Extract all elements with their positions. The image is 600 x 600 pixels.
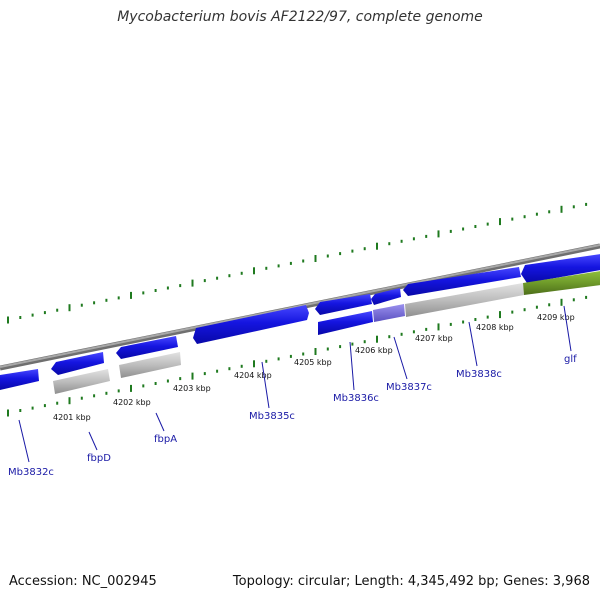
selected-cds-feature[interactable] <box>373 304 405 322</box>
cds-feature[interactable] <box>371 288 401 305</box>
reverse-strand-cds <box>0 267 521 390</box>
kbp-label: 4209 kbp <box>537 313 575 322</box>
kbp-label: 4205 kbp <box>294 358 332 367</box>
glf-gene-feature[interactable] <box>523 271 600 295</box>
kbp-label: 4202 kbp <box>113 398 151 407</box>
gene-feature[interactable] <box>405 283 524 317</box>
kbp-label: 4206 kbp <box>355 346 393 355</box>
gene-label-fbpd[interactable]: fbpD <box>87 453 111 464</box>
gene-leader-lines <box>18 305 572 463</box>
kbp-label: 4203 kbp <box>173 384 211 393</box>
kbp-labels: 4201 kbp 4202 kbp 4203 kbp 4204 kbp 4205… <box>53 313 575 422</box>
gene-label-fbpa[interactable]: fbpA <box>154 434 177 445</box>
cds-feature[interactable] <box>315 294 372 315</box>
gene-feature[interactable] <box>53 369 110 394</box>
cds-feature[interactable] <box>403 267 521 296</box>
gene-label-mb3837c[interactable]: Mb3837c <box>386 382 432 393</box>
gene-label-mb3838c[interactable]: Mb3838c <box>456 369 502 380</box>
upper-tick-band <box>7 202 588 324</box>
kbp-label: 4204 kbp <box>234 371 272 380</box>
cds-feature[interactable] <box>193 305 309 344</box>
kbp-label: 4208 kbp <box>476 323 514 332</box>
cds-feature[interactable] <box>116 336 178 359</box>
cds-feature[interactable] <box>51 352 104 375</box>
cds-feature[interactable] <box>521 254 600 283</box>
gene-label-mb3832c[interactable]: Mb3832c <box>8 467 54 478</box>
accession-text: Accession: NC_002945 <box>9 574 157 589</box>
lower-tick-band <box>7 295 588 417</box>
gene-label-mb3835c[interactable]: Mb3835c <box>249 411 295 422</box>
gene-label-mb3836c[interactable]: Mb3836c <box>333 393 379 404</box>
kbp-label: 4201 kbp <box>53 413 91 422</box>
forward-strand-features <box>193 254 600 344</box>
gene-feature[interactable] <box>119 352 181 378</box>
gene-label-glf[interactable]: glf <box>564 354 577 365</box>
gene-features <box>53 271 600 394</box>
cds-feature[interactable] <box>318 311 373 335</box>
kbp-label: 4207 kbp <box>415 334 453 343</box>
map-title: Mycobacterium bovis AF2122/97, complete … <box>117 9 483 25</box>
cds-feature[interactable] <box>0 369 39 390</box>
genome-summary-text: Topology: circular; Length: 4,345,492 bp… <box>232 574 590 589</box>
gene-labels: Mb3832c fbpD fbpA Mb3835c Mb3836c Mb3837… <box>8 354 577 478</box>
